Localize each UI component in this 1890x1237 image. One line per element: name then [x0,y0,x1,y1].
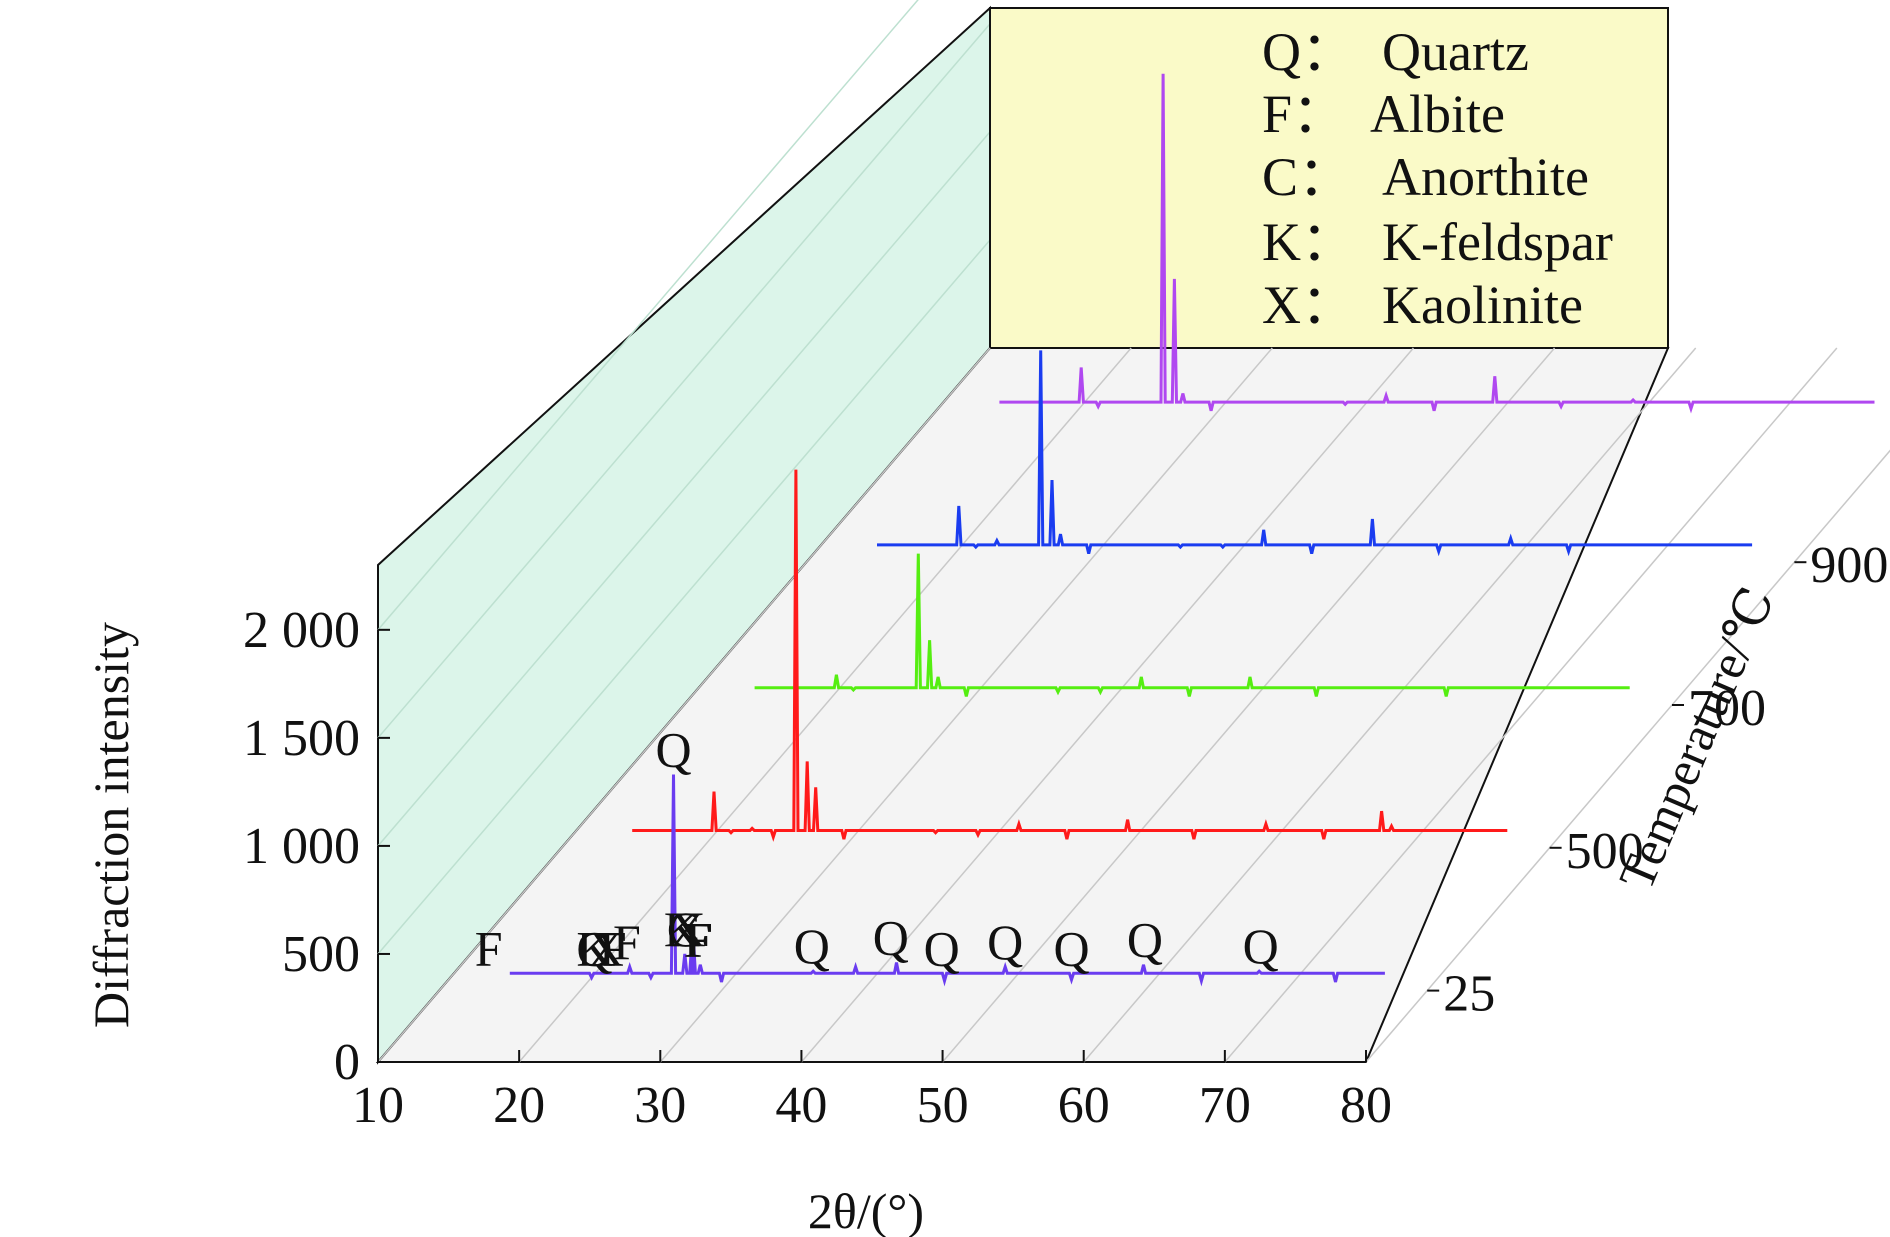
peak-label: C [667,901,700,957]
legend-entry-q: Q： Quartz [1262,22,1529,82]
x-tick-label: 70 [1199,1077,1251,1134]
floor-grid [377,347,1890,1063]
y-tick-label: 500 [282,926,360,983]
z-axis-title: Temperature/℃ [1608,579,1785,897]
y-tick-label: 0 [334,1034,360,1091]
x-tick-label: 30 [634,1077,686,1134]
wall-grid-line [377,239,991,955]
peak-label: F [613,914,641,970]
floor-grid-line [377,347,991,1063]
series-line-500 [632,469,1508,842]
axis-ticks: 10 20 30 40 50 60 70 80 0 500 1 000 1 500 2 000 25 500… [243,537,1888,1134]
wall-grid-line [377,0,919,631]
peak-label: K [576,920,612,976]
series-line-25 [509,774,1385,987]
peak-label: F [599,920,627,976]
peak-label: Q [987,914,1023,970]
series-layer [509,73,1875,987]
peak-label: Q [1243,918,1279,974]
series-line-1100 [999,73,1875,414]
peak-label: Q [655,722,691,778]
y-tick-label: 2 000 [243,602,360,659]
wall-grid-line [377,23,991,739]
z-tick-label: 500 [1566,823,1644,880]
series-line-900 [877,350,1753,557]
floor-grid-line [1224,347,1838,1063]
z-tick-label: 900 [1810,537,1888,594]
peak-label: Q [924,920,960,976]
x-tick-label: 80 [1340,1077,1392,1134]
legend: Q： Quartz F： Albite C： Anorthite K： K-feldsp… [1262,22,1613,335]
peak-label: F [684,912,712,968]
peak-label: X [588,920,624,976]
floor-grid-line [518,347,1132,1063]
y-axis-title: Diffraction intensity [83,622,139,1028]
x-tick-label: 10 [352,1077,404,1134]
x-tick-label: 20 [493,1077,545,1134]
peak-label: K [664,901,700,957]
floor-grid-line [942,347,1556,1063]
floor-grid-line [659,347,1273,1063]
x-tick-label: 60 [1058,1077,1110,1134]
legend-entry-c: C： Anorthite [1262,147,1589,207]
legend-entry-k: K： K-feldspar [1262,212,1613,272]
peak-label: F [685,912,713,968]
peak-label: Q [873,910,909,966]
x-axis-title: 2θ/(°) [808,1183,924,1237]
peak-label: F [475,920,503,976]
y-tick-label: 1 500 [243,710,360,767]
legend-entry-f: F： Albite [1262,84,1505,144]
peak-label: Q [1053,920,1089,976]
floor-grid-line [1083,347,1697,1063]
peak-label: Q [1127,912,1163,968]
peak-label: X [670,901,706,957]
z-tick-label: 25 [1443,966,1495,1023]
peak-label: Q [794,918,830,974]
legend-entry-x: X： Kaolinite [1262,275,1583,335]
x-tick-label: 40 [775,1077,827,1134]
series-line-700 [754,553,1630,697]
y-tick-label: 1 000 [243,818,360,875]
x-tick-label: 50 [917,1077,969,1134]
z-tick-label: 700 [1688,680,1766,737]
wall-grid-line [377,131,991,847]
peak-label: Q [576,920,612,976]
floor-grid-line [800,347,1414,1063]
